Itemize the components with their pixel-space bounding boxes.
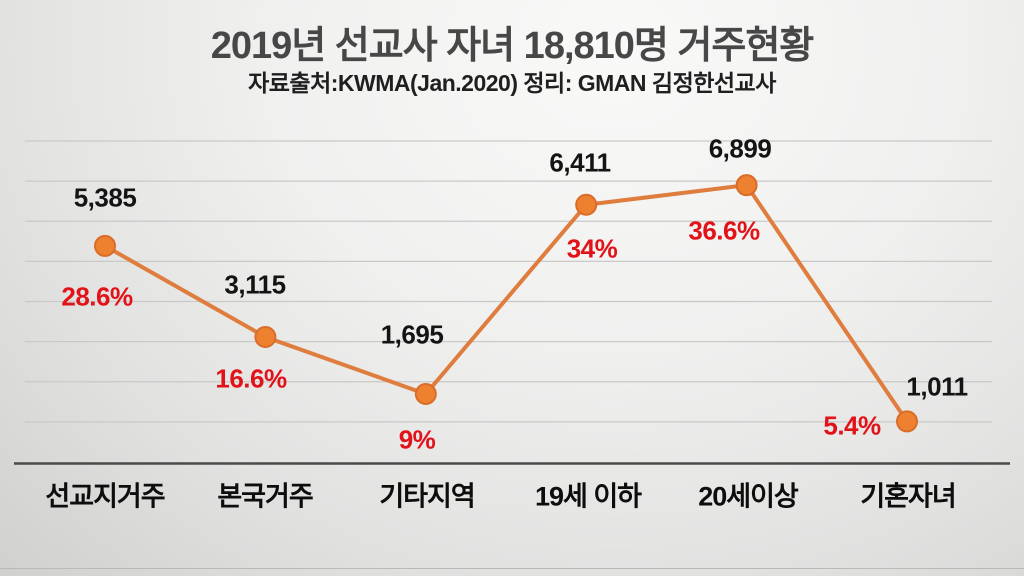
data-point-marker-4 [575, 193, 598, 216]
data-point-marker-6 [896, 410, 918, 433]
chart-title: 2019년 선교사 자녀 18,810명 거주현황 [210, 25, 815, 67]
value-label-1: 5,385 [73, 182, 137, 213]
category-label-6: 기혼자녀 [860, 481, 956, 512]
pct-label-6: 5.4% [823, 410, 881, 441]
data-point-marker-2 [254, 326, 277, 349]
category-label-4: 19세 이하 [534, 481, 642, 512]
data-point-marker-5 [735, 174, 758, 197]
category-label-3: 기타지역 [379, 481, 475, 512]
pct-label-1: 28.6% [61, 281, 133, 312]
value-label-2: 3,115 [224, 269, 286, 300]
pct-label-3: 9% [398, 424, 436, 455]
pct-label-2: 16.6% [215, 363, 287, 394]
value-label-6: 1,011 [906, 371, 968, 402]
value-label-5: 6,899 [708, 133, 772, 164]
data-point-marker-3 [414, 382, 437, 405]
value-label-4: 6,411 [549, 147, 611, 178]
data-line [104, 183, 909, 423]
value-label-3: 1,695 [380, 319, 444, 350]
pct-label-4: 34% [566, 233, 618, 264]
pct-label-5: 36.6% [688, 215, 760, 246]
category-label-2: 본국거주 [217, 481, 313, 512]
slide-bottom-edge-line [0, 568, 1024, 569]
data-point-marker-1 [94, 234, 116, 257]
chart-subtitle: 자료출처:KWMA(Jan.2020) 정리: GMAN 김정한선교사 [248, 70, 776, 96]
category-label-1: 선교지거주 [45, 481, 165, 512]
category-label-5: 20세이상 [698, 481, 799, 512]
